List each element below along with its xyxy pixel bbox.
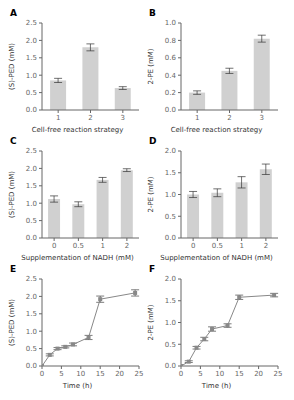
svg-text:1.0: 1.0 — [165, 191, 176, 199]
svg-text:3: 3 — [121, 114, 125, 122]
svg-text:0.0: 0.0 — [165, 362, 176, 370]
html-text:B: B — [149, 8, 156, 18]
svg-text:10: 10 — [215, 370, 224, 378]
html-text:A: A — [10, 8, 17, 18]
svg-text:2: 2 — [227, 114, 231, 122]
svg-text:0.2: 0.2 — [165, 89, 176, 97]
svg-text:0.0: 0.0 — [26, 106, 37, 114]
svg-text:2.5: 2.5 — [26, 275, 37, 283]
html-text:Cell-free reaction strategy: Cell-free reaction strategy — [31, 126, 124, 134]
html-text:Supplementation of NADH (mM): Supplementation of NADH (mM) — [21, 254, 134, 262]
svg-text:2.0: 2.0 — [26, 165, 37, 173]
html-text:C: C — [10, 136, 17, 146]
svg-text:(S)-PED (mM): (S)-PED (mM) — [8, 171, 16, 218]
html-text:D: D — [149, 136, 157, 146]
svg-text:(S)-PED (mM): (S)-PED (mM) — [8, 43, 16, 90]
svg-text:1.5: 1.5 — [165, 169, 176, 177]
svg-text:25: 25 — [135, 370, 144, 378]
svg-text:0.8: 0.8 — [165, 37, 176, 45]
svg-text:1: 1 — [239, 242, 243, 250]
html-text:Time (h): Time (h) — [62, 382, 93, 390]
svg-text:2.0: 2.0 — [165, 147, 176, 155]
svg-text:1.5: 1.5 — [26, 182, 37, 190]
svg-text:1: 1 — [100, 242, 104, 250]
html-text:Cell-free reaction strategy: Cell-free reaction strategy — [170, 126, 263, 134]
svg-text:2.5: 2.5 — [26, 147, 37, 155]
svg-text:0.5: 0.5 — [26, 89, 37, 97]
svg-text:1.5: 1.5 — [26, 310, 37, 318]
svg-text:2: 2 — [88, 114, 92, 122]
svg-text:1.5: 1.5 — [165, 297, 176, 305]
svg-text:5: 5 — [198, 370, 202, 378]
svg-text:2.0: 2.0 — [26, 293, 37, 301]
svg-text:0.5: 0.5 — [26, 345, 37, 353]
svg-text:10: 10 — [76, 370, 85, 378]
svg-text:1.0: 1.0 — [26, 328, 37, 336]
svg-text:20: 20 — [115, 370, 124, 378]
svg-text:1: 1 — [56, 114, 60, 122]
svg-text:0.5: 0.5 — [73, 242, 84, 250]
svg-text:0.5: 0.5 — [212, 242, 223, 250]
svg-text:0.6: 0.6 — [165, 54, 177, 62]
svg-text:1.0: 1.0 — [26, 72, 37, 80]
svg-text:1.0: 1.0 — [165, 319, 176, 327]
svg-text:2: 2 — [125, 242, 129, 250]
svg-text:25: 25 — [274, 370, 283, 378]
svg-text:20: 20 — [254, 370, 263, 378]
svg-text:15: 15 — [96, 370, 105, 378]
svg-text:5: 5 — [59, 370, 63, 378]
svg-text:0.5: 0.5 — [165, 341, 176, 349]
svg-text:1.0: 1.0 — [26, 200, 37, 208]
svg-text:(S)-PED (mM): (S)-PED (mM) — [8, 299, 16, 346]
svg-text:1.0: 1.0 — [165, 19, 176, 27]
svg-text:0.5: 0.5 — [26, 217, 37, 225]
svg-text:0.0: 0.0 — [165, 106, 176, 114]
svg-text:0: 0 — [52, 242, 56, 250]
svg-text:2.0: 2.0 — [165, 275, 176, 283]
html-text:Supplementation of NADH (mM): Supplementation of NADH (mM) — [160, 254, 273, 262]
svg-text:1.5: 1.5 — [26, 54, 37, 62]
html-text:E: E — [10, 264, 17, 274]
svg-text:0.4: 0.4 — [165, 72, 177, 80]
svg-text:0: 0 — [40, 370, 44, 378]
svg-text:0: 0 — [179, 370, 183, 378]
svg-text:0.0: 0.0 — [26, 234, 37, 242]
svg-text:2: 2 — [264, 242, 268, 250]
svg-text:2.0: 2.0 — [26, 37, 37, 45]
svg-text:0.0: 0.0 — [26, 362, 37, 370]
svg-text:2-PE (mM): 2-PE (mM) — [147, 176, 155, 212]
svg-text:2-PE (mM): 2-PE (mM) — [147, 304, 155, 340]
html-text:Time (h): Time (h) — [201, 382, 232, 390]
html-text:F: F — [149, 264, 156, 274]
svg-text:3: 3 — [260, 114, 264, 122]
svg-text:2.5: 2.5 — [26, 19, 37, 27]
svg-text:0.5: 0.5 — [165, 213, 176, 221]
svg-text:0: 0 — [191, 242, 195, 250]
svg-text:0.0: 0.0 — [165, 234, 176, 242]
svg-text:2-PE (mM): 2-PE (mM) — [147, 48, 155, 84]
svg-text:15: 15 — [235, 370, 244, 378]
svg-text:1: 1 — [195, 114, 199, 122]
